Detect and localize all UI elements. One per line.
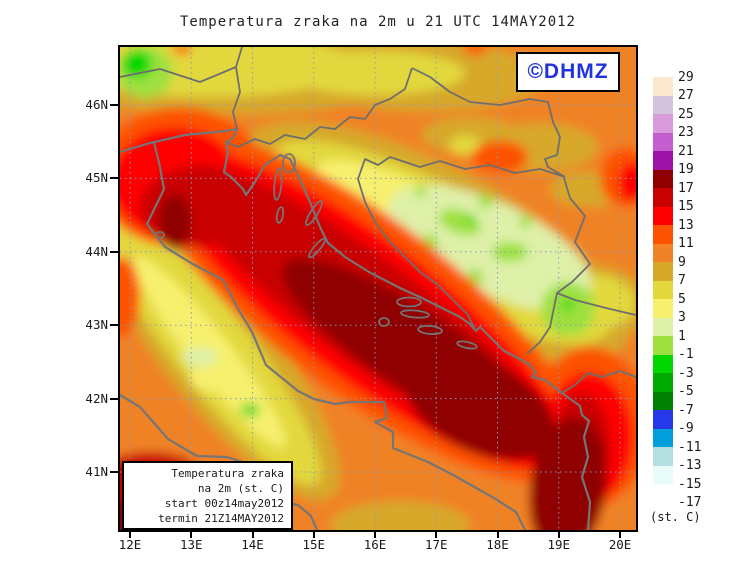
lon-tick-20E (619, 531, 621, 538)
legend-cell-27..29 (653, 77, 673, 96)
legend-label-9: 9 (678, 254, 686, 270)
lat-label-41N: 41N (85, 464, 108, 479)
lat-label-43N: 43N (85, 317, 108, 333)
legend-label--7: -7 (678, 402, 694, 418)
legend-label-29: 29 (678, 69, 694, 85)
legend-cell-1..3 (653, 317, 673, 336)
temperature-field (120, 47, 636, 530)
legend-unit-label: (st. C) (650, 510, 701, 524)
legend-label-13: 13 (678, 217, 694, 233)
legend-label--5: -5 (678, 384, 694, 399)
legend-label-1: 1 (678, 328, 686, 344)
lat-tick-43N (110, 324, 118, 327)
legend-label--13: -13 (678, 458, 702, 473)
lon-label-17E: 17E (424, 537, 448, 552)
lon-tick-16E (374, 531, 376, 538)
lon-label-16E: 16E (363, 537, 387, 552)
page-title: Temperatura zraka na 2m u 21 UTC 14MAY20… (179, 14, 576, 30)
legend-cell-15..17 (653, 188, 673, 207)
legend-label-5: 5 (678, 291, 686, 307)
lon-label-20E: 20E (608, 537, 632, 552)
lon-label-18E: 18E (486, 537, 509, 552)
map-canvas (118, 45, 638, 532)
legend-cell-5..7 (653, 280, 673, 299)
legend-label-23: 23 (678, 125, 694, 140)
legend-label--1: -1 (678, 347, 694, 362)
legend-cell--1..1 (653, 336, 673, 355)
info-line-2: na 2m (st. C) (197, 482, 284, 495)
lon-label-19E: 19E (547, 537, 571, 552)
lat-tick-46N (110, 104, 118, 106)
legend-cell--3..-1 (653, 354, 673, 373)
map-info-box: Temperatura zraka na 2m (st. C) start 00… (122, 461, 293, 530)
legend-label-25: 25 (678, 106, 694, 122)
lat-label-45N: 45N (85, 170, 108, 186)
border-paths (120, 47, 636, 394)
lat-label-44N: 44N (85, 243, 108, 259)
legend-label-19: 19 (678, 162, 694, 177)
lon-tick-12E (129, 531, 131, 538)
lat-tick-41N (110, 471, 118, 473)
legend-cell-3..5 (653, 299, 673, 318)
lon-label-14E: 14E (241, 537, 264, 552)
lat-label-42N: 42N (85, 390, 108, 406)
legend-label--9: -9 (678, 421, 694, 436)
legend-cell-11..13 (653, 225, 673, 244)
legend-cell-23..25 (653, 114, 673, 133)
lat-label-46N: 46N (85, 97, 108, 112)
graticule (120, 47, 636, 530)
lat-tick-45N (110, 177, 118, 180)
legend-label-7: 7 (678, 273, 686, 288)
legend-cell-17..19 (653, 169, 673, 188)
lon-tick-15E (312, 531, 315, 538)
legend-cell-19..21 (653, 151, 673, 170)
lat-tick-42N (110, 397, 118, 400)
lon-label-13E: 13E (179, 537, 203, 552)
dhmz-logo-text: ©DHMZ (527, 60, 609, 83)
legend-label--17: -17 (678, 495, 702, 510)
legend-colorbar (653, 77, 673, 503)
legend-cell--5..-3 (653, 373, 673, 392)
legend-label-11: 11 (678, 236, 694, 251)
legend-label-27: 27 (678, 88, 694, 103)
lon-label-15E: 15E (302, 537, 326, 552)
legend-cell-9..11 (653, 243, 673, 262)
info-line-1: Temperatura zraka (171, 467, 284, 480)
legend-label-15: 15 (678, 199, 694, 214)
legend-label-17: 17 (678, 180, 694, 196)
lon-tick-14E (251, 531, 254, 538)
legend-label-21: 21 (678, 143, 694, 159)
info-line-3: start 00z14may2012 (164, 497, 284, 510)
dhmz-logo-box: ©DHMZ (516, 52, 620, 92)
lon-tick-18E (496, 531, 499, 538)
lon-tick-19E (557, 531, 560, 538)
legend-cell-7..9 (653, 262, 673, 281)
legend-label-3: 3 (678, 310, 686, 325)
lon-tick-17E (435, 531, 438, 538)
legend-label--15: -15 (678, 476, 702, 492)
legend-cell-13..15 (653, 206, 673, 225)
lon-label-12E: 12E (118, 537, 142, 552)
lon-tick-13E (190, 531, 193, 538)
legend-label--11: -11 (678, 439, 702, 455)
legend-cell--15..-13 (653, 465, 673, 484)
legend-cell-25..27 (653, 95, 673, 114)
info-line-4: termin 21Z14MAY2012 (158, 512, 284, 525)
temperature-map-svg (120, 47, 636, 530)
legend-cell-21..23 (653, 132, 673, 151)
lat-tick-44N (110, 250, 118, 253)
legend-cell--11..-9 (653, 428, 673, 447)
legend-cell--9..-7 (653, 410, 673, 429)
legend-cell--13..-11 (653, 447, 673, 466)
legend-cell--17..-15 (653, 484, 673, 503)
island-outlines (155, 153, 478, 350)
legend-cell--7..-5 (653, 391, 673, 410)
legend-label--3: -3 (678, 365, 694, 381)
